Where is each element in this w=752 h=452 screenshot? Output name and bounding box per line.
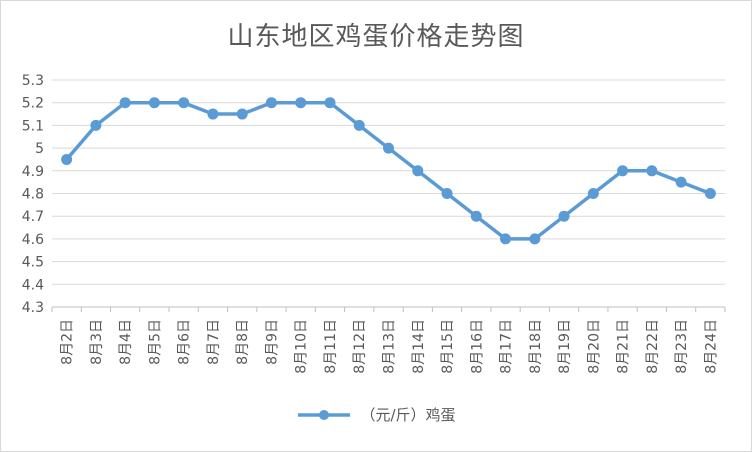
y-tick-label: 4.9	[22, 164, 44, 180]
data-point	[646, 165, 658, 177]
x-tick-label: 8月2日	[60, 319, 76, 365]
x-tick-label: 8月7日	[206, 319, 222, 365]
x-tick-label: 8月19日	[557, 319, 573, 374]
data-point	[119, 97, 131, 109]
data-point	[587, 188, 599, 199]
data-point	[529, 233, 541, 245]
data-point	[295, 97, 307, 109]
x-tick-label: 8月3日	[89, 319, 105, 365]
y-tick-label: 4.8	[22, 187, 44, 203]
x-tick-label: 8月12日	[352, 319, 368, 374]
data-point	[441, 188, 453, 199]
x-tick-label: 8月17日	[499, 319, 515, 374]
x-tick-label: 8月15日	[440, 319, 456, 374]
data-point	[500, 233, 512, 245]
x-axis: 8月2日 8月3日 8月4日 8月5日 8月6日 8月7日 8月8日 8月9日 8月10日 8月1…	[51, 307, 726, 374]
data-point	[236, 108, 248, 120]
x-tick-label: 8月24日	[703, 319, 719, 374]
data-point	[704, 188, 716, 199]
x-tick-label: 8月8日	[235, 319, 251, 365]
y-tick-label: 4.4	[22, 277, 44, 293]
x-tick-label: 8月14日	[411, 319, 427, 374]
data-point	[412, 165, 424, 177]
x-tick-label: 8月23日	[674, 319, 690, 374]
chart-title: 山东地区鸡蛋价格走势图	[227, 22, 525, 52]
x-tick-label: 8月16日	[469, 319, 485, 374]
x-tick-label: 8月6日	[177, 319, 193, 365]
legend-swatch-marker	[319, 409, 330, 420]
x-tick-label: 8月20日	[586, 319, 602, 374]
x-tick-label: 8月10日	[294, 319, 310, 374]
legend-label: （元/斤）鸡蛋	[360, 406, 456, 424]
data-point	[178, 97, 190, 109]
y-tick-label: 5	[35, 141, 44, 157]
x-tick-label: 8月18日	[528, 319, 544, 374]
y-tick-label: 4.5	[22, 255, 44, 271]
gridlines	[52, 79, 725, 308]
y-tick-label: 5.1	[22, 118, 44, 134]
y-tick-label: 4.6	[22, 232, 44, 248]
data-point	[148, 97, 160, 109]
x-tick-label: 8月11日	[323, 319, 339, 374]
series-layer	[61, 97, 716, 245]
x-tick-label: 8月13日	[382, 319, 398, 374]
data-point	[353, 119, 365, 131]
x-tick-label: 8月22日	[645, 319, 661, 374]
data-point	[61, 153, 73, 165]
data-point	[265, 97, 277, 109]
data-point	[675, 176, 687, 188]
y-tick-label: 5.3	[22, 73, 44, 89]
data-point	[383, 142, 394, 154]
x-tick-label: 8月9日	[264, 319, 280, 365]
data-point	[90, 119, 102, 131]
y-tick-label: 4.7	[22, 209, 44, 225]
data-point	[470, 210, 482, 222]
legend-swatch	[298, 409, 351, 420]
x-tick-label: 8月5日	[147, 319, 163, 365]
x-tick-label: 8月4日	[118, 319, 134, 365]
data-point	[207, 108, 219, 120]
data-point	[558, 210, 570, 222]
y-tick-label: 4.3	[22, 300, 44, 316]
y-axis: 4.3 4.4 4.5 4.6 4.7 4.8 4.9 5 5.1 5.2 5.3	[22, 73, 44, 316]
legend: （元/斤）鸡蛋	[0, 404, 752, 425]
y-tick-label: 5.2	[22, 96, 44, 112]
data-point	[617, 165, 629, 177]
data-point	[324, 97, 336, 109]
x-tick-label: 8月21日	[616, 319, 632, 374]
